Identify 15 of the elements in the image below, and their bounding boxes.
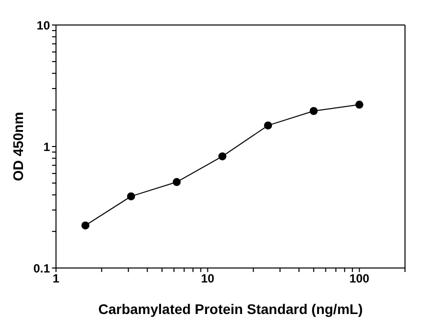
point <box>81 221 90 230</box>
point <box>127 192 136 200</box>
point <box>172 178 181 186</box>
y-axis-title: OD 450nm <box>10 112 26 182</box>
point <box>264 121 272 130</box>
x-tick-label: 1 <box>52 272 60 286</box>
point <box>218 152 226 160</box>
y-tick-label: 1 <box>43 140 50 154</box>
y-tick-label: 10 <box>36 18 50 32</box>
y-tick-label: 0.1 <box>33 261 50 276</box>
point <box>355 100 364 109</box>
x-tick-label: 100 <box>349 272 370 286</box>
point <box>310 106 318 115</box>
x-tick-label: 10 <box>200 272 215 286</box>
x-axis-title: Carbamylated Protein Standard (ng/mL) <box>98 301 363 317</box>
